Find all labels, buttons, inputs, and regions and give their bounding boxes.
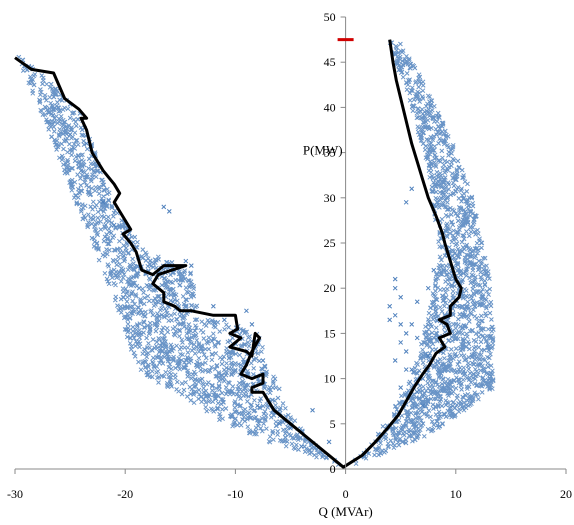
y-tick-label: 35 [324, 146, 336, 160]
scatter-point [78, 168, 84, 174]
y-tick-label: 45 [324, 55, 336, 69]
y-tick-label: 0 [330, 462, 336, 476]
x-tick-label: 10 [450, 487, 462, 501]
scatter-point [425, 285, 431, 291]
scatter-point [288, 425, 293, 431]
scatter-point [84, 141, 89, 146]
scatter-point [420, 403, 426, 409]
y-tick-label: 40 [324, 100, 336, 114]
trend-line [14, 39, 463, 469]
trend-line-layer [14, 39, 463, 469]
scatter-point [161, 204, 167, 210]
scatter-point [249, 322, 255, 327]
scatter-point [403, 199, 409, 205]
scatter-point [392, 285, 398, 291]
scatter-point [244, 308, 249, 314]
scatter-cluster-left [16, 54, 341, 467]
scatter-point [409, 367, 415, 372]
y-tick-label: 10 [324, 372, 336, 386]
scatter-point [326, 439, 332, 445]
y-tick-label: 30 [324, 191, 336, 205]
x-tick-label: -30 [7, 487, 23, 501]
scatter-point [414, 335, 420, 341]
y-axis-title: P(MW) [303, 142, 343, 157]
scatter-points-layer [16, 40, 496, 467]
scatter-point [211, 303, 216, 309]
scatter-point [398, 385, 404, 390]
scatter-point [260, 358, 266, 363]
y-tick-label: 5 [330, 417, 336, 431]
scatter-point [409, 186, 415, 192]
scatter-point [67, 132, 73, 137]
scatter-point [431, 267, 437, 273]
x-tick-label: -20 [117, 487, 133, 501]
scatter-point [111, 222, 117, 228]
scatter-point [398, 322, 404, 327]
scatter-point [398, 294, 404, 300]
scatter-point [403, 367, 409, 372]
scatter-point [166, 209, 172, 214]
axes-layer [14, 16, 567, 474]
x-tick-label: -10 [227, 487, 243, 501]
scatter-point [183, 258, 189, 264]
scatter-point [255, 403, 260, 409]
scatter-point [398, 340, 404, 345]
scatter-point [392, 358, 398, 363]
x-tick-label: 20 [560, 487, 572, 501]
y-tick-label: 25 [324, 236, 336, 250]
scatter-point [403, 331, 409, 336]
scatter-point [188, 263, 194, 268]
scatter-point [387, 303, 393, 309]
scatter-point [414, 389, 420, 395]
scatter-point [409, 322, 415, 327]
y-tick-label: 50 [324, 10, 336, 24]
y-tick-label: 20 [324, 281, 336, 295]
x-tick-label: 0 [343, 487, 349, 501]
scatter-point [299, 444, 304, 449]
scatter-point [414, 299, 420, 305]
scatter-cluster-right [353, 40, 496, 467]
scatter-point [403, 349, 409, 354]
scatter-point [310, 407, 315, 413]
tick-labels-layer: -30 -20 -10 0 10 20 0 5 10 15 20 25 30 35 40 45 50 Q (MVA… [7, 10, 572, 519]
scatter-point [100, 199, 106, 205]
x-axis-title: Q (MVAr) [318, 504, 372, 519]
y-tick-label: 15 [324, 326, 336, 340]
scatter-point [277, 421, 282, 427]
scatter-point [392, 312, 398, 318]
scatter-point [392, 276, 398, 282]
scatter-point [222, 317, 227, 323]
scatter-point [425, 353, 431, 359]
scatter-point [387, 317, 393, 323]
